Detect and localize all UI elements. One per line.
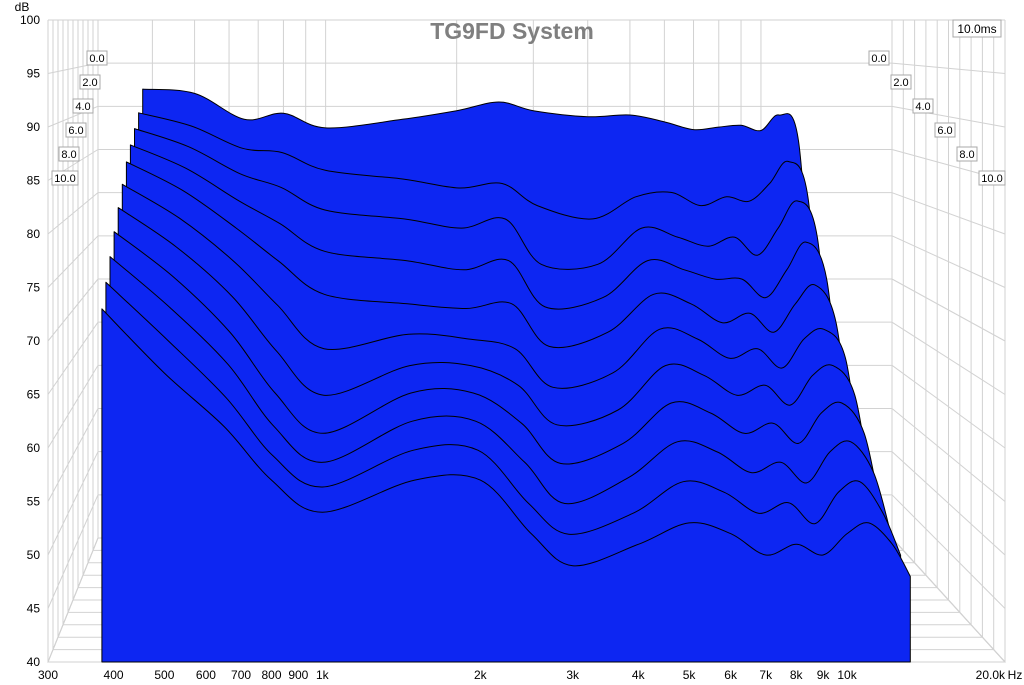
- y-tick-label: 65: [27, 388, 41, 402]
- time-label-left-box: [58, 146, 80, 162]
- time-axis-max-box: [952, 19, 1002, 38]
- y-tick-label: 80: [27, 227, 41, 241]
- y-tick-label: 70: [27, 334, 41, 348]
- time-label-right: 4.0: [915, 101, 930, 113]
- time-label-left-box: [51, 170, 79, 186]
- time-axis-labels: 0.0 0.0 2.0 2.0 4.0 4.0 6.0 6.0 8.0 8.0 10.0 10.0: [51, 50, 1006, 186]
- x-tick-label: 9k: [817, 668, 831, 682]
- x-tick-label: 5k: [683, 668, 697, 682]
- time-axis-max-label: 10.0ms: [957, 22, 996, 36]
- time-label-left-box: [86, 50, 108, 66]
- waterfall-slice: [101, 308, 911, 663]
- waterfall-slices: [101, 88, 911, 663]
- time-label-right: 10.0: [981, 173, 1002, 185]
- x-axis-unit-label: Hz: [1008, 668, 1023, 682]
- time-label-left-box: [65, 122, 87, 138]
- time-label-left: 2.0: [82, 77, 97, 89]
- time-label-left-box: [79, 74, 101, 90]
- time-label-right-box: [934, 122, 956, 138]
- x-tick-label: 600: [196, 668, 216, 682]
- time-label-left: 0.0: [89, 53, 104, 65]
- time-label-left: 6.0: [68, 125, 83, 137]
- y-tick-label: 85: [27, 174, 41, 188]
- x-tick-label: 900: [288, 668, 308, 682]
- time-label-right: 0.0: [871, 53, 886, 65]
- time-label-right-box: [912, 98, 934, 114]
- time-label-left: 8.0: [61, 149, 76, 161]
- time-label-left: 4.0: [75, 101, 90, 113]
- y-tick-label: 40: [27, 655, 41, 669]
- time-label-right-box: [868, 50, 890, 66]
- time-label-right: 6.0: [937, 125, 952, 137]
- y-tick-label: 60: [27, 441, 41, 455]
- y-tick-label: 45: [27, 602, 41, 616]
- y-tick-label: 50: [27, 548, 41, 562]
- x-tick-label: 1k: [316, 668, 330, 682]
- x-tick-label: 20.0k: [976, 668, 1006, 682]
- x-tick-label: 7k: [759, 668, 773, 682]
- time-label-right-box: [956, 146, 978, 162]
- time-label-right: 2.0: [893, 77, 908, 89]
- time-label-left: 10.0: [54, 173, 75, 185]
- x-tick-label: 10k: [837, 668, 857, 682]
- x-tick-label: 500: [154, 668, 174, 682]
- y-tick-label: 95: [27, 67, 41, 81]
- x-tick-label: 6k: [724, 668, 738, 682]
- time-label-right: 8.0: [959, 149, 974, 161]
- time-label-right-box: [978, 170, 1006, 186]
- x-axis-ticks: 300 400 500 600 700 800 900 1k 2k 3k 4k 5k 6k 7k 8k 9k 1…: [38, 668, 1006, 682]
- time-label-left-box: [72, 98, 94, 114]
- x-tick-label: 4k: [632, 668, 646, 682]
- y-tick-label: 90: [27, 120, 41, 134]
- y-axis-unit-label: dB: [15, 0, 30, 14]
- x-tick-label: 2k: [474, 668, 488, 682]
- x-tick-label: 400: [104, 668, 124, 682]
- y-tick-label: 55: [27, 495, 41, 509]
- y-axis-ticks: 100 95 90 85 80 75 70 65 60 55 50 45 40: [20, 13, 40, 669]
- x-tick-label: 700: [231, 668, 251, 682]
- x-tick-label: 8k: [790, 668, 804, 682]
- x-tick-label: 800: [261, 668, 281, 682]
- x-tick-label: 3k: [566, 668, 580, 682]
- y-tick-label: 100: [20, 13, 40, 27]
- x-tick-label: 300: [38, 668, 58, 682]
- y-tick-label: 75: [27, 281, 41, 295]
- time-label-right-box: [890, 74, 912, 90]
- chart-title: TG9FD System: [430, 18, 594, 44]
